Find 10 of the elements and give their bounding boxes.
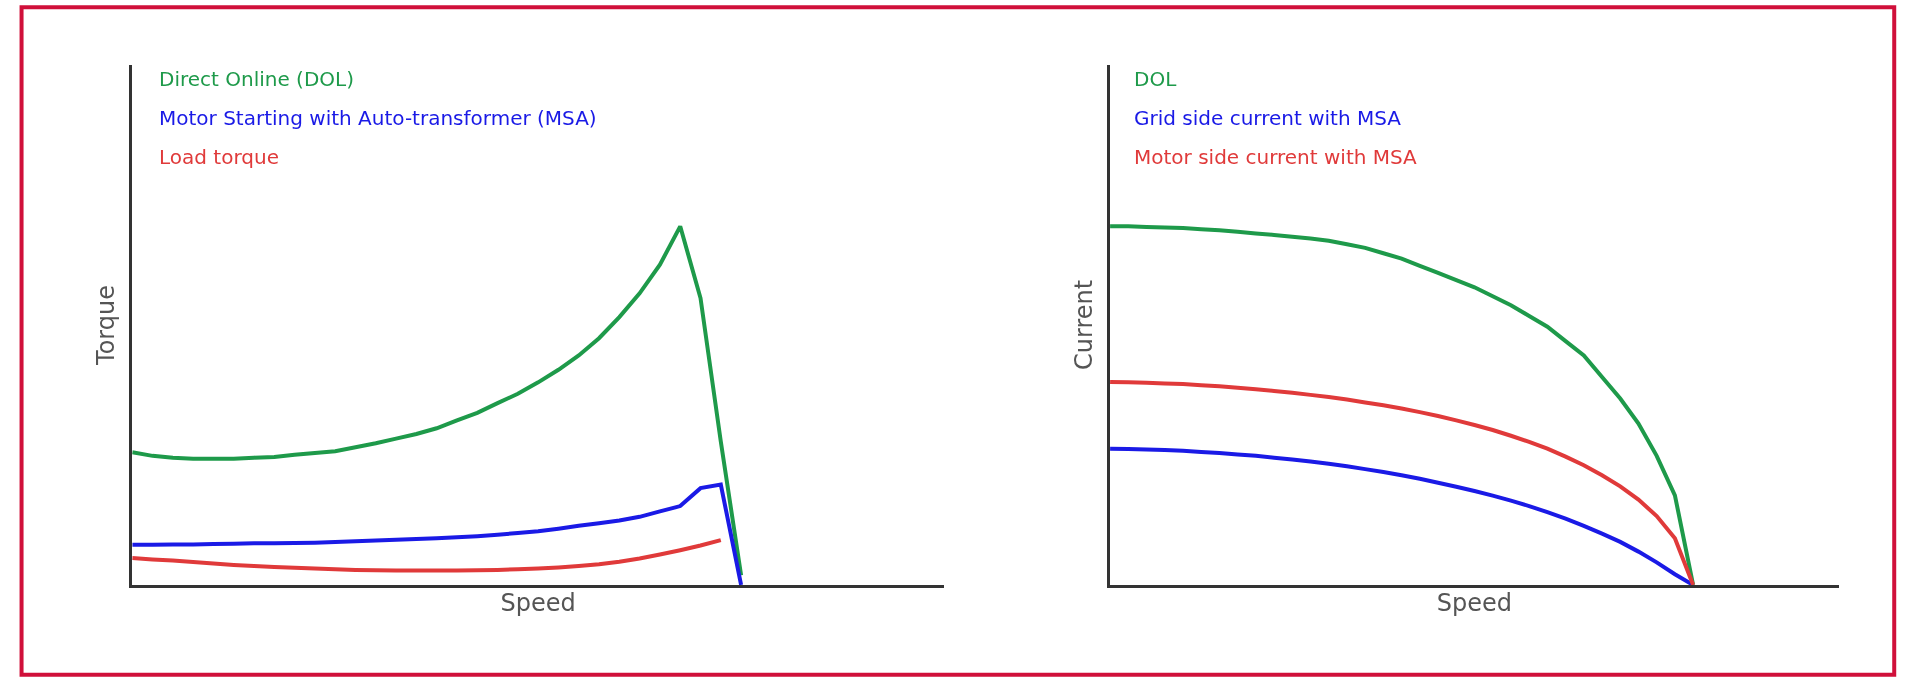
text: Grid side current with MSA — [1134, 106, 1402, 130]
y-axis-title: Torque — [92, 284, 121, 366]
text: Motor side current with MSA — [1134, 145, 1418, 169]
y-axis-title: Current — [1070, 279, 1099, 371]
text: Direct Online (DOL) — [159, 67, 354, 91]
text: Load torque — [159, 145, 279, 169]
x-axis-title: Speed — [500, 589, 576, 618]
text: DOL — [1134, 67, 1178, 91]
text: Motor Starting with Auto-transformer (MSA) — [159, 106, 597, 130]
x-axis-title: Speed — [1436, 589, 1513, 618]
